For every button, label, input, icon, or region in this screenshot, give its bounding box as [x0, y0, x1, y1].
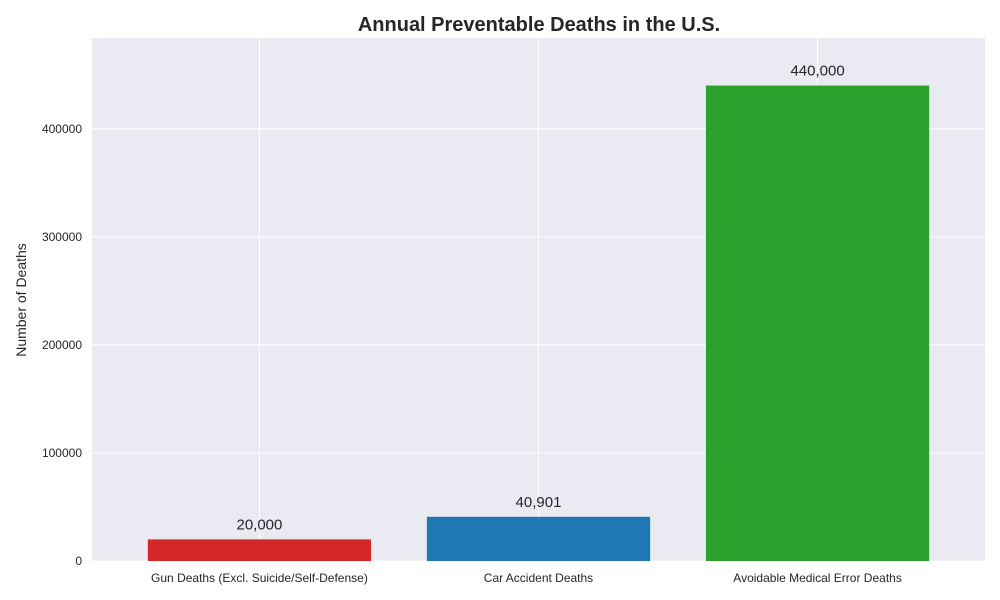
bar [426, 516, 651, 561]
data-label: 440,000 [790, 63, 844, 80]
data-label: 40,901 [516, 494, 562, 511]
y-tick-label: 200000 [42, 338, 82, 352]
y-tick-label: 0 [75, 554, 82, 568]
y-axis-ticks: 0 100000 200000 300000 400000 [42, 122, 82, 568]
x-tick-label: Car Accident Deaths [484, 571, 593, 585]
y-tick-label: 100000 [42, 446, 82, 460]
bar [147, 539, 372, 561]
x-tick-label: Gun Deaths (Excl. Suicide/Self-Defense) [151, 571, 368, 585]
x-tick-label: Avoidable Medical Error Deaths [733, 571, 902, 585]
y-tick-label: 400000 [42, 122, 82, 136]
chart-title: Annual Preventable Deaths in the U.S. [358, 14, 720, 36]
y-axis-label: Number of Deaths [13, 243, 29, 357]
data-labels: 20,000 40,901 440,000 [236, 63, 844, 534]
x-axis-ticks: Gun Deaths (Excl. Suicide/Self-Defense) C… [151, 571, 902, 585]
y-tick-label: 300000 [42, 230, 82, 244]
bar [705, 85, 930, 561]
data-label: 20,000 [236, 516, 282, 533]
bars [147, 85, 930, 561]
